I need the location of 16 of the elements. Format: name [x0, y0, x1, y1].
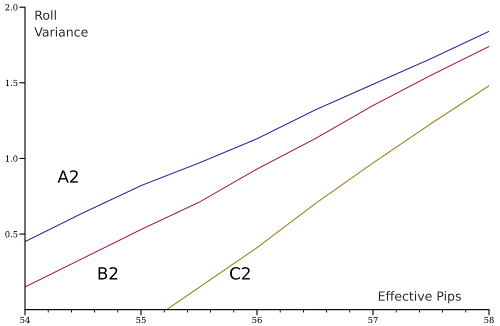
x-tick-label: 57	[368, 316, 378, 324]
x-tick-label: 58	[484, 316, 494, 324]
y-tick-label: 1.0	[6, 155, 18, 162]
y-axis-title: Roll Variance	[34, 10, 88, 37]
line-series	[25, 46, 489, 288]
series-label: C2	[230, 267, 250, 280]
x-tick-label: 55	[136, 316, 146, 324]
y-tick-label: 2.0	[5, 4, 18, 10]
series-label: A2	[58, 170, 78, 183]
series-label: B2	[98, 267, 118, 280]
x-tick-label: 54	[20, 316, 30, 324]
y-tick-label: 1.5	[6, 80, 18, 86]
x-axis-title: Effective Pips	[378, 291, 461, 304]
x-tick-label: 56	[252, 316, 262, 324]
y-tick-label: 0.5	[5, 231, 18, 238]
line-series	[166, 85, 489, 310]
